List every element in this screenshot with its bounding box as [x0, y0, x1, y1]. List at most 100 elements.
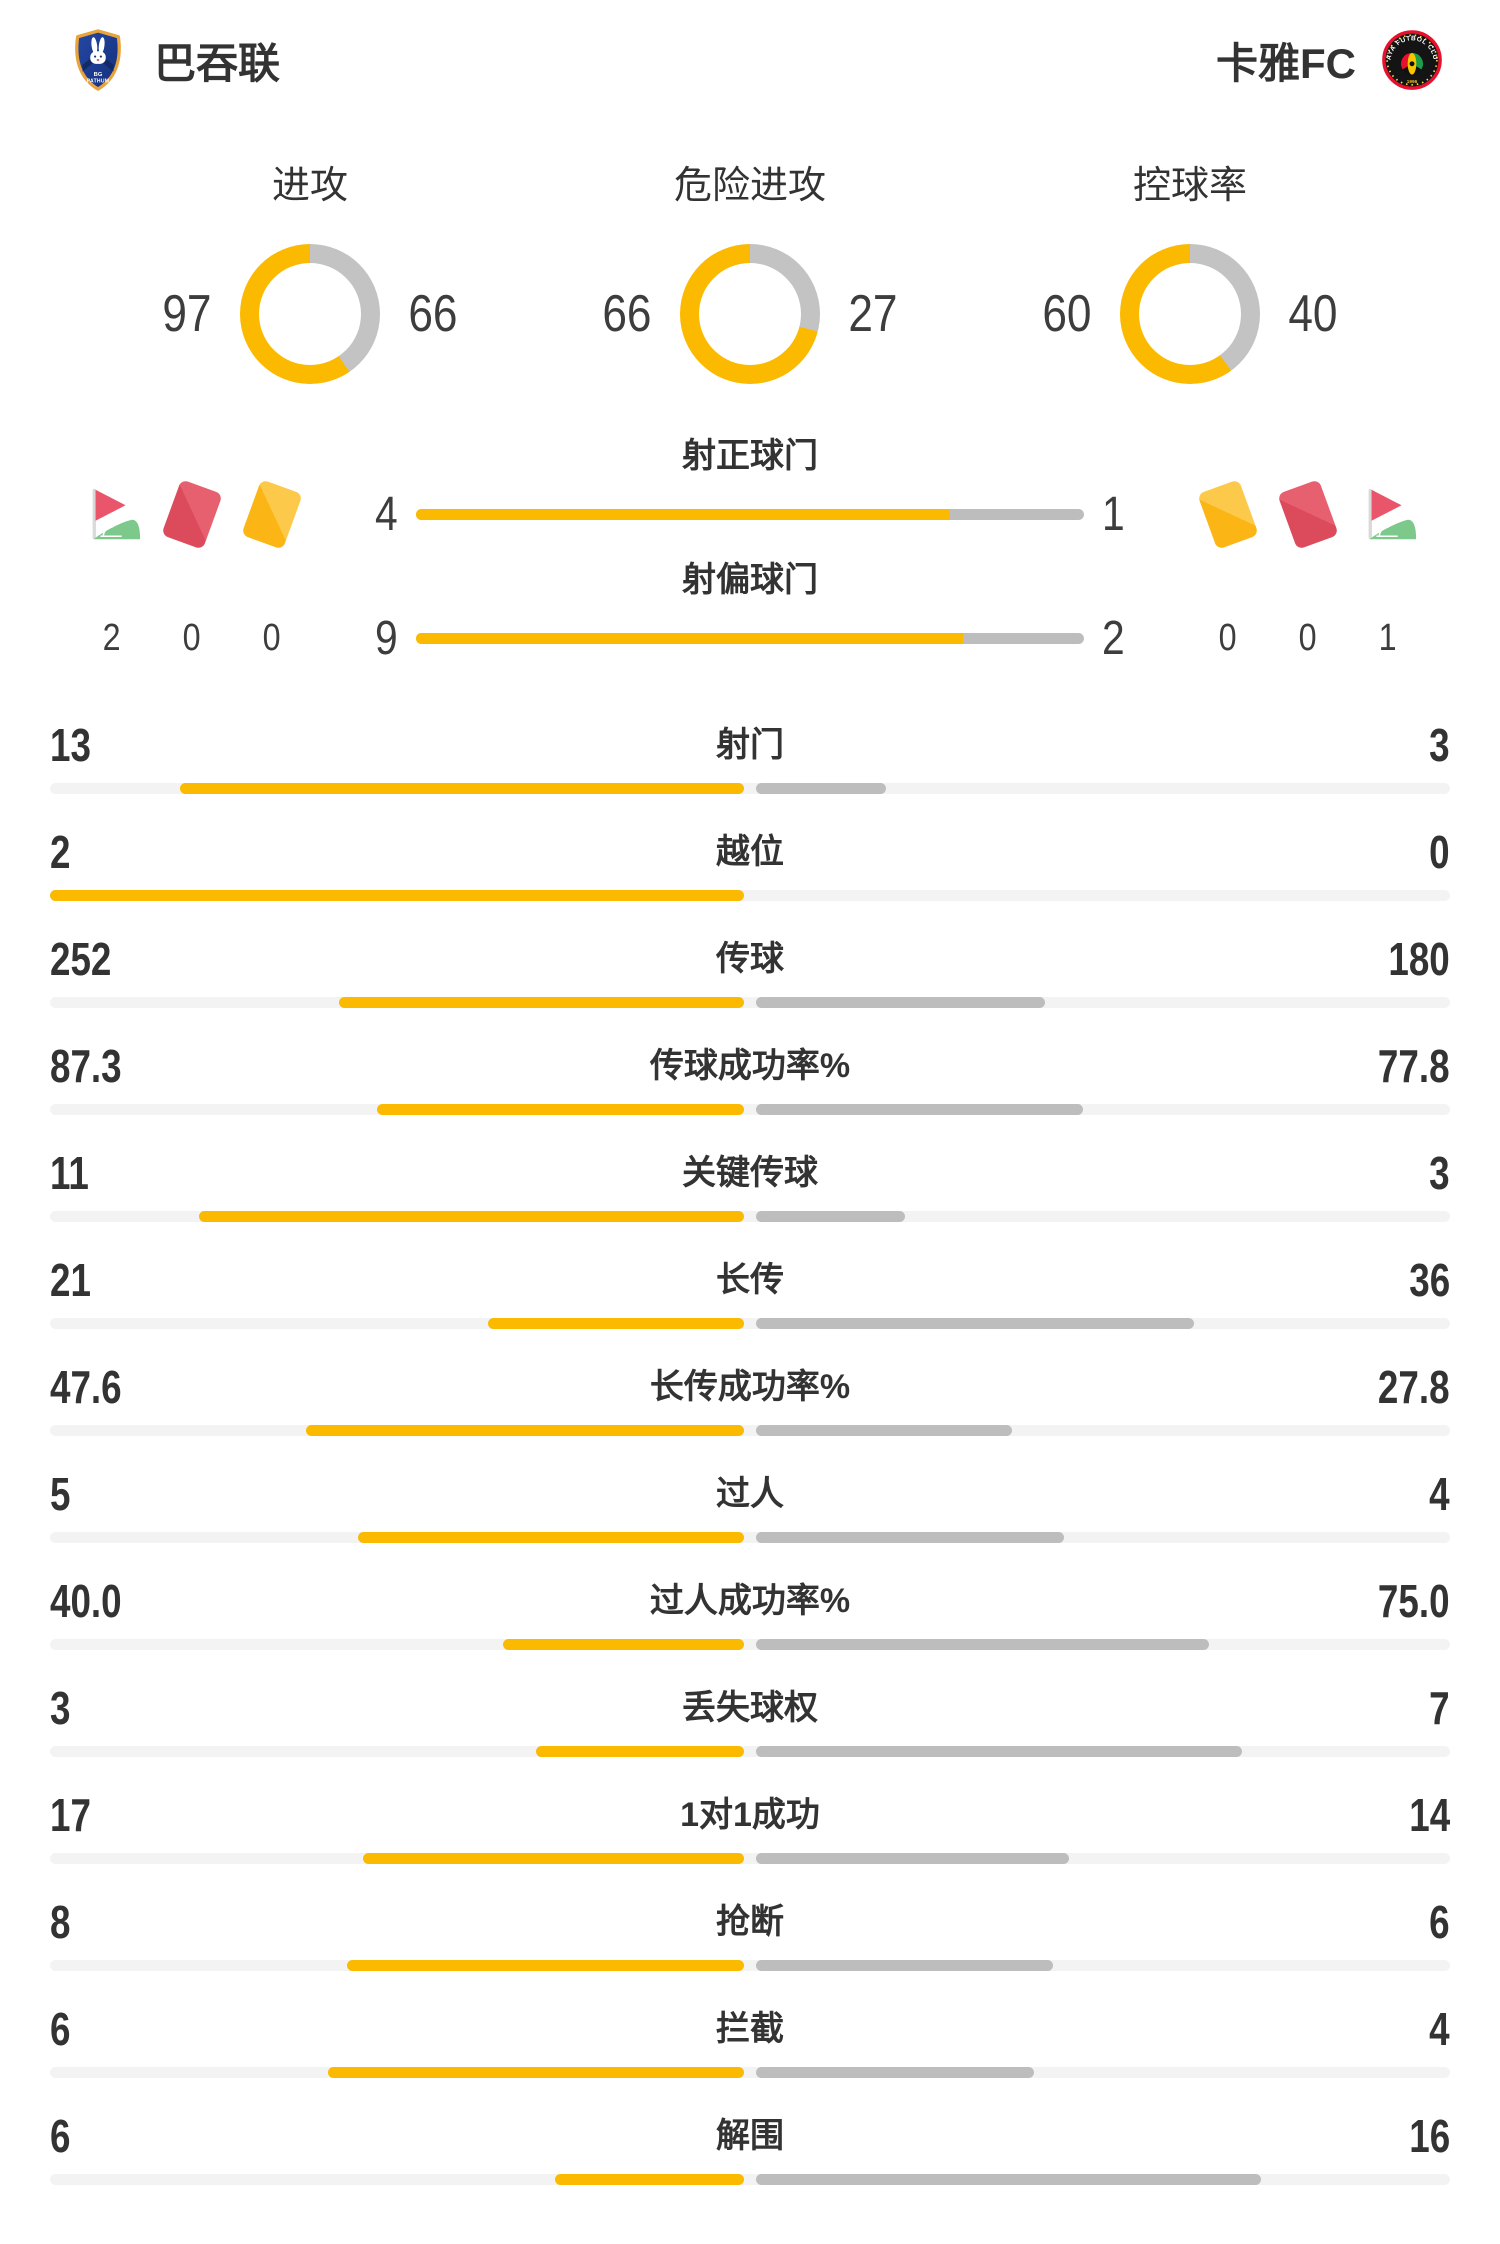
away-red-cards-count: 0: [1299, 616, 1317, 659]
stat-bar: [50, 997, 1450, 1008]
away-stat-value: 4: [1429, 1468, 1450, 1520]
home-bar-segment: [363, 1853, 744, 1864]
home-stat-value: 252: [50, 933, 112, 985]
away-bar-segment: [756, 997, 1045, 1008]
stat-label: 长传成功率%: [649, 1368, 851, 1406]
stat-bar: [50, 2174, 1450, 2185]
home-bar-segment: [416, 632, 963, 644]
away-bar-segment: [756, 1211, 905, 1222]
svg-text:PATHUM: PATHUM: [87, 78, 109, 84]
home-corners-count: 2: [103, 616, 121, 659]
away-bar-segment: [756, 2174, 1261, 2185]
possession-donut-chart: [1120, 244, 1260, 384]
home-bar-segment: [377, 1104, 744, 1115]
home-stat-value: 21: [50, 1254, 91, 1306]
away-bar-segment: [756, 2067, 1034, 2078]
home-stat-value: 47.6: [50, 1361, 122, 1413]
stat-bar: [50, 1746, 1450, 1757]
away-bar-segment: [756, 1960, 1053, 1971]
home-bar-segment: [416, 508, 951, 520]
home-discipline-block: 2 0 0: [0, 424, 330, 672]
stat-line: 8 抢断 6: [0, 1894, 1500, 1950]
away-shots-on-target: 1: [1102, 487, 1125, 541]
donut-home-value: 60: [1042, 285, 1092, 343]
stat-line: 13 射门 3: [0, 717, 1500, 773]
stat-bar: [50, 783, 1450, 794]
stat-label: 1对1成功: [680, 1796, 820, 1834]
stat-row: 3 丢失球权 7: [0, 1680, 1500, 1787]
attacks-donut-chart: [240, 244, 380, 384]
stat-label: 拦截: [716, 2010, 784, 2048]
home-bar-segment: [503, 1639, 744, 1650]
stat-bar: [50, 1639, 1450, 1650]
home-team-name: 巴吞联: [154, 39, 281, 87]
momentum-donut-section: 进攻 97 66 危险进攻 66 27 控球率 60 40: [0, 164, 1500, 384]
home-bar-segment: [555, 2174, 744, 2185]
home-bar-segment: [180, 783, 744, 794]
away-stat-value: 180: [1388, 933, 1450, 985]
corner-flag-icon: [92, 488, 141, 540]
home-stat-value: 6: [50, 2003, 71, 2055]
stat-bar: [50, 1960, 1450, 1971]
away-stat-value: 27.8: [1378, 1361, 1450, 1413]
shots-on-target-label: 射正球门: [682, 436, 818, 475]
home-bar-segment: [306, 1425, 744, 1436]
home-team: BG PATHUM 巴吞联: [68, 29, 280, 91]
stat-label: 解围: [716, 2117, 784, 2155]
stat-row: 47.6 长传成功率% 27.8: [0, 1359, 1500, 1466]
stat-bar: [50, 1532, 1450, 1543]
stat-row: 8 抢断 6: [0, 1894, 1500, 2001]
dangerous-attacks-donut-chart: [680, 244, 820, 384]
shots-on-target-row: 4 1: [330, 480, 1170, 548]
stat-line: 5 过人 4: [0, 1466, 1500, 1522]
match-header: BG PATHUM 巴吞联 卡雅FC KAYA FUTBOL CLUB 1996: [0, 0, 1500, 92]
away-shots-off-target: 2: [1102, 611, 1125, 665]
home-bar-segment: [199, 1211, 744, 1222]
donut-possession: 控球率 60 40: [970, 164, 1410, 384]
away-bar-segment: [756, 1532, 1064, 1543]
home-stat-value: 17: [50, 1789, 91, 1841]
away-stat-value: 0: [1429, 826, 1450, 878]
stat-label: 丢失球权: [682, 1689, 818, 1727]
home-stat-value: 8: [50, 1896, 71, 1948]
svg-text:BG: BG: [94, 72, 103, 78]
stat-line: 6 解围 16: [0, 2108, 1500, 2164]
stat-line: 6 拦截 4: [0, 2001, 1500, 2057]
stat-row: 40.0 过人成功率% 75.0: [0, 1573, 1500, 1680]
home-red-cards-count: 0: [183, 616, 201, 659]
stat-label: 传球: [716, 940, 784, 978]
donut-hole: [259, 263, 361, 365]
stat-line: 252 传球 180: [0, 931, 1500, 987]
stat-row: 6 解围 16: [0, 2108, 1500, 2215]
away-stat-value: 16: [1409, 2110, 1450, 2162]
donut-away-value: 66: [408, 285, 458, 343]
away-stat-value: 7: [1429, 1682, 1450, 1734]
away-stat-value: 3: [1429, 1147, 1450, 1199]
home-stat-value: 87.3: [50, 1040, 122, 1092]
away-bar-segment: [756, 1104, 1083, 1115]
stat-line: 87.3 传球成功率% 77.8: [0, 1038, 1500, 1094]
stat-row: 13 射门 3: [0, 717, 1500, 824]
yellow-card-icon: [1197, 478, 1259, 550]
stat-label: 关键传球: [682, 1154, 818, 1192]
shots-off-target-bar: [416, 632, 1084, 644]
away-discipline-block: 0 0 1: [1170, 424, 1500, 672]
away-team: 卡雅FC KAYA FUTBOL CLUB 1996: [1216, 29, 1442, 91]
stat-line: 17 1对1成功 14: [0, 1787, 1500, 1843]
stat-label: 长传: [716, 1261, 784, 1299]
home-stat-value: 13: [50, 719, 91, 771]
svg-text:1996: 1996: [1407, 79, 1418, 84]
home-bar-segment: [358, 1532, 744, 1543]
stat-label: 过人成功率%: [649, 1582, 851, 1620]
stat-line: 40.0 过人成功率% 75.0: [0, 1573, 1500, 1629]
away-stat-value: 6: [1429, 1896, 1450, 1948]
stat-bar: [50, 2067, 1450, 2078]
shots-off-target-row: 9 2: [330, 604, 1170, 672]
away-stat-value: 14: [1409, 1789, 1450, 1841]
home-bar-segment: [488, 1318, 744, 1329]
away-stat-value: 36: [1409, 1254, 1450, 1306]
red-card-icon: [1277, 478, 1339, 550]
stat-line: 2 越位 0: [0, 824, 1500, 880]
home-stat-value: 40.0: [50, 1575, 122, 1627]
home-yellow-cards-count: 0: [263, 616, 281, 659]
